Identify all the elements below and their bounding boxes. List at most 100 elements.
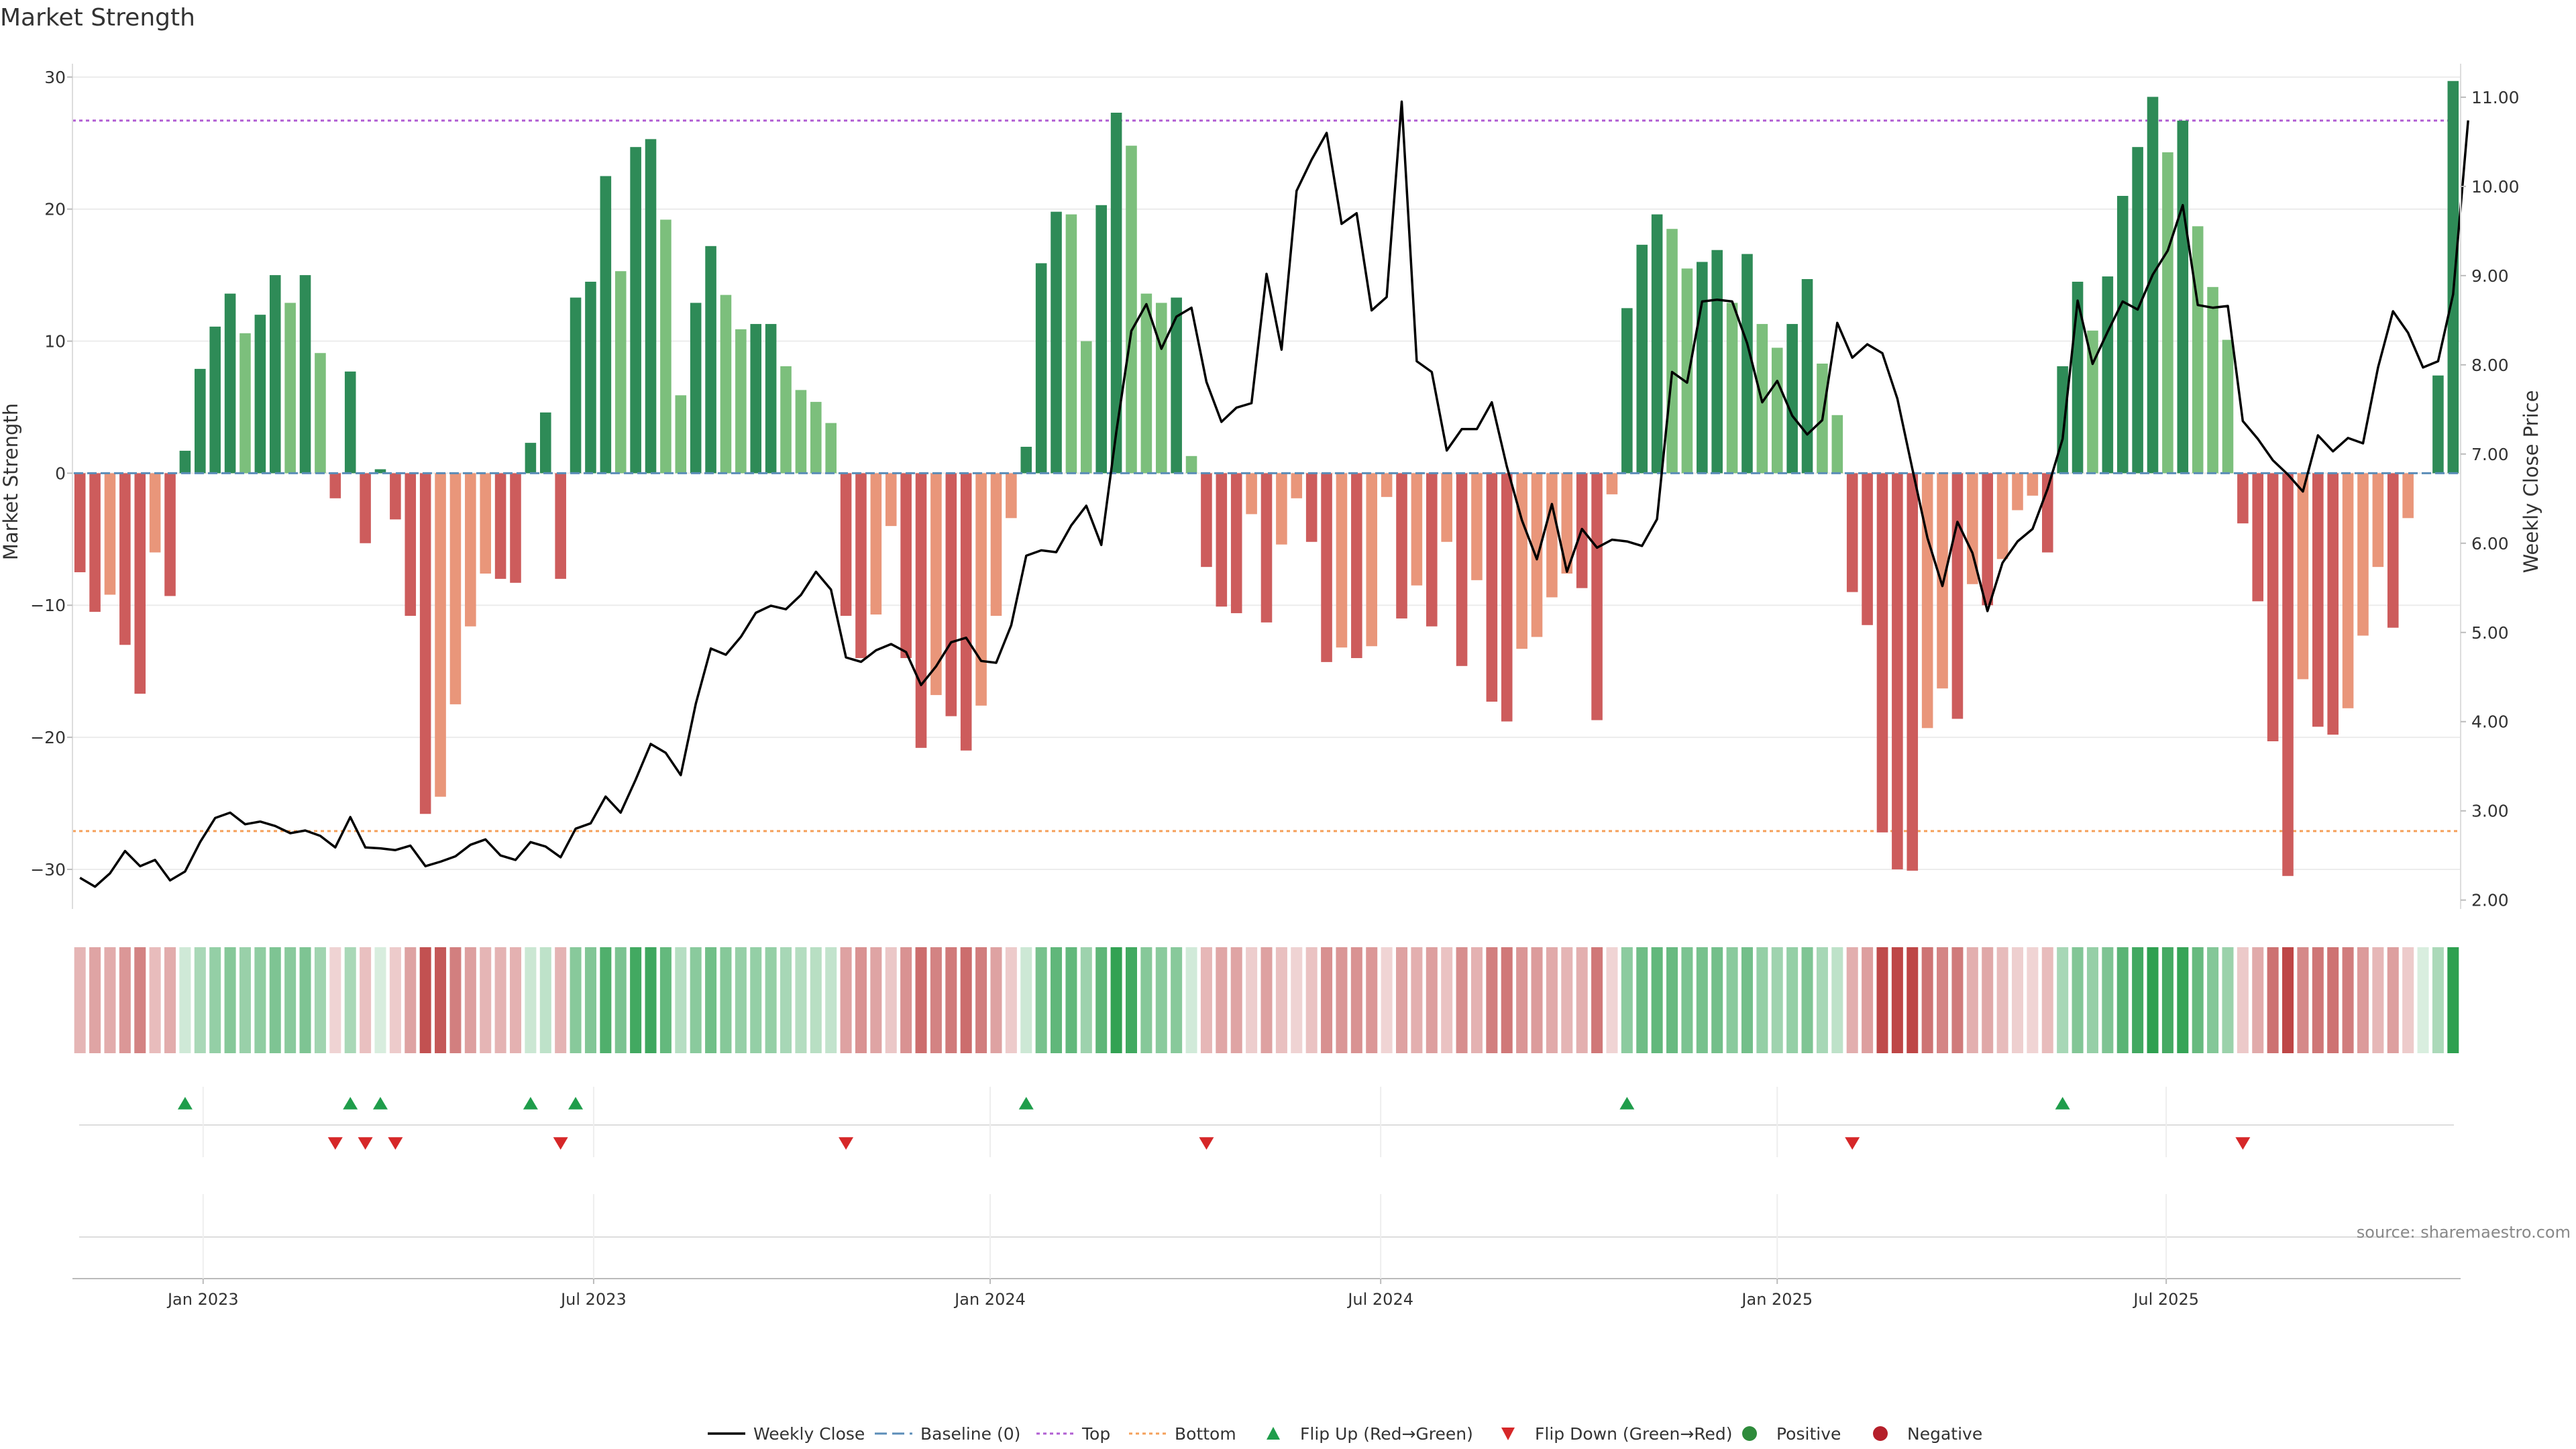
heat-cell	[2011, 947, 2024, 1053]
strength-bar-negative	[915, 473, 927, 748]
strength-bar-negative	[1216, 473, 1228, 607]
legend-swatch	[1873, 1426, 1888, 1441]
strength-bar-positive	[1140, 293, 1152, 474]
strength-bar-negative	[1201, 473, 1212, 568]
strength-bar-negative	[1426, 473, 1438, 627]
strength-bar-negative	[119, 473, 131, 645]
strength-bar-positive	[705, 246, 716, 474]
heat-cell	[1155, 947, 1167, 1053]
heat-cell	[1531, 947, 1543, 1053]
strength-bar-negative	[885, 473, 897, 527]
strength-bar-negative	[1396, 473, 1407, 619]
strength-bar-negative	[1516, 473, 1527, 649]
reference-lines	[72, 119, 2461, 833]
heat-cell	[239, 947, 251, 1053]
strength-bar-negative	[840, 473, 852, 616]
heat-cell	[1801, 947, 1813, 1053]
legend-swatch	[1742, 1426, 1757, 1441]
strength-bar-negative	[2252, 473, 2264, 602]
heat-cell	[2432, 947, 2444, 1053]
heat-cell	[675, 947, 687, 1053]
heat-cell	[74, 947, 86, 1053]
heat-cell	[1260, 947, 1273, 1053]
legend-item: Bottom	[1129, 1424, 1236, 1444]
strength-bar-positive	[795, 390, 807, 474]
strength-bar-negative	[149, 473, 161, 553]
strength-bar-positive	[2222, 339, 2234, 474]
strength-bar-positive	[209, 326, 221, 474]
strength-bar-positive	[2162, 152, 2174, 474]
strength-bar-negative	[1996, 473, 2008, 559]
heat-cell	[329, 947, 341, 1053]
heat-cell	[194, 947, 206, 1053]
heat-cell	[1321, 947, 1333, 1053]
heat-cell	[360, 947, 372, 1053]
date-tick-label: Jul 2024	[1346, 1290, 1413, 1309]
heat-cell	[900, 947, 912, 1053]
strength-bar-negative	[1456, 473, 1468, 666]
right-tick-label: 5.00	[2471, 623, 2509, 643]
strength-bar-positive	[600, 176, 612, 474]
heat-cell	[1546, 947, 1558, 1053]
strength-bar-negative	[945, 473, 957, 716]
heat-cell	[134, 947, 146, 1053]
strength-bar-positive	[239, 333, 251, 474]
right-tick-label: 8.00	[2471, 356, 2509, 375]
left-tick-label: −20	[30, 728, 66, 747]
heat-cell	[659, 947, 672, 1053]
strength-bar-positive	[1666, 229, 1678, 474]
strength-bar-positive	[195, 368, 206, 474]
heat-cell	[1771, 947, 1783, 1053]
strength-bar-negative	[2372, 473, 2384, 568]
strength-bar-positive	[1786, 323, 1798, 474]
strength-bar-negative	[89, 473, 101, 612]
flip-down-marker	[388, 1137, 403, 1150]
heat-cell	[1020, 947, 1032, 1053]
heat-cell	[2312, 947, 2324, 1053]
strength-bar-positive	[630, 147, 641, 474]
strength-bar-negative	[855, 473, 867, 658]
strength-bar-negative	[480, 473, 492, 574]
strength-bar-positive	[1110, 112, 1122, 474]
heat-cell	[269, 947, 281, 1053]
heat-cell	[284, 947, 297, 1053]
legend-label: Flip Up (Red→Green)	[1300, 1424, 1473, 1444]
strength-bar-negative	[1411, 473, 1423, 586]
flip-down-marker	[327, 1137, 343, 1150]
left-tick-label: −10	[30, 596, 66, 615]
strength-heat-strip	[74, 947, 2459, 1053]
heat-cell	[2072, 947, 2084, 1053]
heat-cell	[480, 947, 492, 1053]
strength-bar-negative	[2327, 473, 2339, 735]
heat-cell	[1756, 947, 1768, 1053]
legend-item: Flip Down (Green→Red)	[1501, 1424, 1733, 1444]
right-tick-label: 9.00	[2471, 266, 2509, 286]
strength-bar-negative	[1246, 473, 1257, 515]
heat-cell	[1080, 947, 1092, 1053]
heat-cell	[494, 947, 506, 1053]
strength-bar-negative	[1321, 473, 1332, 662]
strength-bar-negative	[2267, 473, 2279, 741]
strength-bar-negative	[1967, 473, 1978, 584]
legend-label: Bottom	[1175, 1424, 1236, 1444]
heat-cell	[509, 947, 522, 1053]
strength-bar-negative	[1336, 473, 1348, 648]
strength-bar-positive	[2192, 226, 2204, 474]
flip-up-marker	[523, 1097, 538, 1110]
legend-label: Flip Down (Green→Red)	[1535, 1424, 1733, 1444]
heat-cell	[1125, 947, 1137, 1053]
heat-cell	[1561, 947, 1573, 1053]
heat-cell	[1035, 947, 1047, 1053]
heat-cell	[975, 947, 987, 1053]
heat-cell	[1741, 947, 1753, 1053]
heat-cell	[795, 947, 807, 1053]
heat-cell	[1065, 947, 1077, 1053]
heat-cell	[1951, 947, 1964, 1053]
strength-bar-positive	[1035, 263, 1047, 474]
heat-cell	[405, 947, 417, 1053]
heat-cell	[314, 947, 326, 1053]
heat-cell	[1651, 947, 1663, 1053]
heat-cell	[2057, 947, 2069, 1053]
strength-bar-positive	[825, 423, 837, 474]
heat-cell	[570, 947, 582, 1053]
